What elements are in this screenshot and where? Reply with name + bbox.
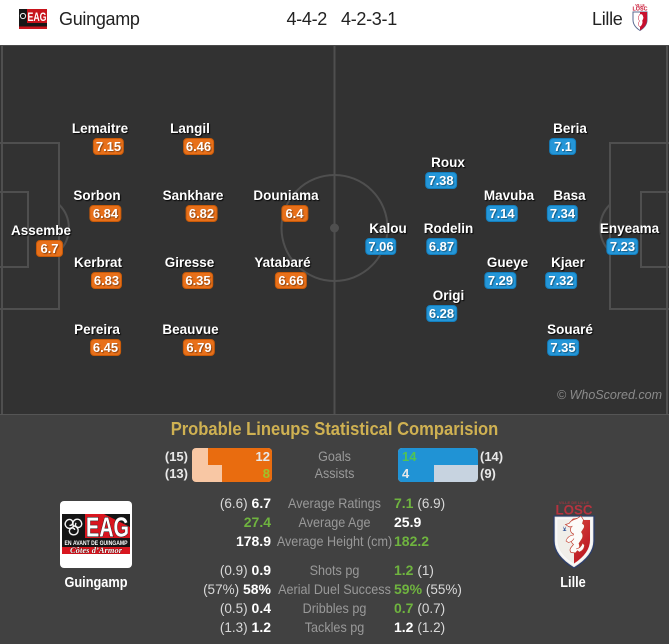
svg-text:LOSC: LOSC — [556, 503, 593, 518]
svg-text:EN AVANT DE GUINGAMP: EN AVANT DE GUINGAMP — [65, 541, 128, 547]
svg-text:VILLE DE LILLE: VILLE DE LILLE — [559, 500, 590, 505]
svg-text:Côtes d’Armor: Côtes d’Armor — [70, 546, 123, 554]
svg-text:VILLE: VILLE — [635, 3, 645, 7]
svg-text:LOSC: LOSC — [633, 7, 648, 13]
svg-text:EAG: EAG — [28, 12, 47, 24]
